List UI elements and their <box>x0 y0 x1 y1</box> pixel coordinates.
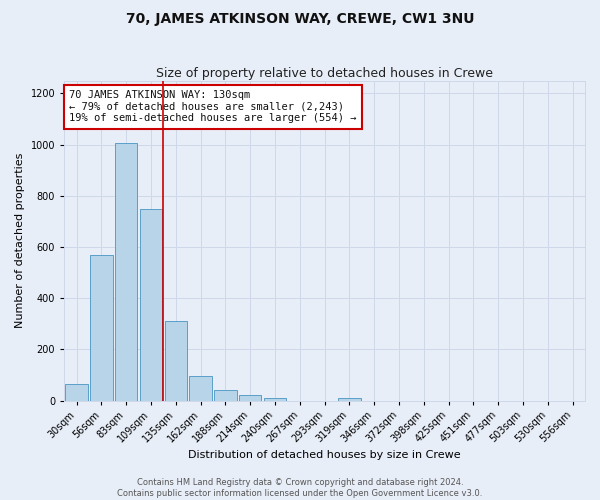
Text: Contains HM Land Registry data © Crown copyright and database right 2024.
Contai: Contains HM Land Registry data © Crown c… <box>118 478 482 498</box>
Bar <box>164 321 187 400</box>
Text: 70, JAMES ATKINSON WAY, CREWE, CW1 3NU: 70, JAMES ATKINSON WAY, CREWE, CW1 3NU <box>126 12 474 26</box>
Y-axis label: Number of detached properties: Number of detached properties <box>15 153 25 328</box>
Bar <box>338 398 361 400</box>
Text: 70 JAMES ATKINSON WAY: 130sqm
← 79% of detached houses are smaller (2,243)
19% o: 70 JAMES ATKINSON WAY: 130sqm ← 79% of d… <box>70 90 357 124</box>
Bar <box>115 144 137 400</box>
Title: Size of property relative to detached houses in Crewe: Size of property relative to detached ho… <box>156 66 493 80</box>
Bar <box>214 390 236 400</box>
Bar <box>65 384 88 400</box>
Bar <box>264 398 286 400</box>
Bar <box>239 395 262 400</box>
X-axis label: Distribution of detached houses by size in Crewe: Distribution of detached houses by size … <box>188 450 461 460</box>
Bar <box>190 376 212 400</box>
Bar <box>90 254 113 400</box>
Bar <box>140 208 162 400</box>
